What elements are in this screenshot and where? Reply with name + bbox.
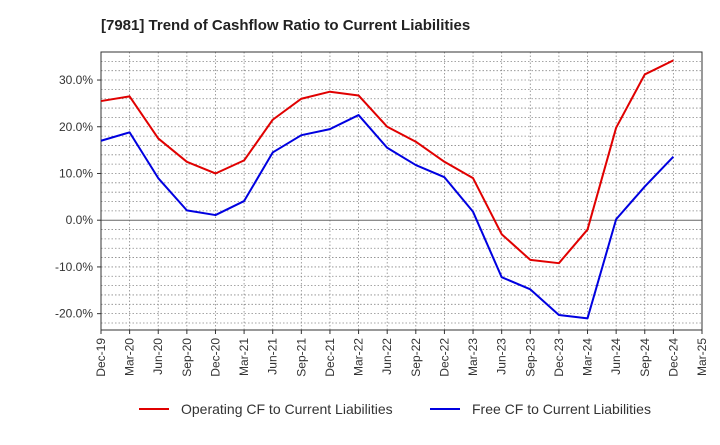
y-tick-label: 20.0% bbox=[59, 120, 93, 134]
y-tick-label: -10.0% bbox=[55, 260, 93, 274]
x-tick-label: Dec-19 bbox=[94, 338, 108, 377]
x-tick-label: Sep-23 bbox=[523, 338, 537, 377]
x-tick-label: Jun-20 bbox=[151, 338, 165, 375]
x-tick-label: Dec-22 bbox=[437, 338, 451, 377]
x-tick-label: Jun-24 bbox=[609, 338, 623, 375]
y-tick-label: -20.0% bbox=[55, 307, 93, 321]
x-tick-label: Dec-21 bbox=[323, 338, 337, 377]
x-tick-label: Mar-20 bbox=[123, 338, 137, 376]
legend-item-operating-cf-label: Operating CF to Current Liabilities bbox=[181, 401, 393, 417]
x-tick-label: Dec-20 bbox=[208, 338, 222, 377]
x-tick-label: Mar-24 bbox=[581, 338, 595, 376]
x-axis: Dec-19 Mar-20 Jun-20 Sep-20 Dec-20 Mar-21 Jun-… bbox=[94, 330, 709, 377]
x-tick-label: Sep-20 bbox=[180, 338, 194, 377]
x-tick-label: Dec-23 bbox=[552, 338, 566, 377]
y-tick-label: 10.0% bbox=[59, 166, 93, 180]
x-tick-label: Jun-23 bbox=[495, 338, 509, 375]
x-tick-label: Mar-23 bbox=[466, 338, 480, 376]
x-tick-label: Sep-21 bbox=[294, 338, 308, 377]
x-tick-label: Sep-24 bbox=[638, 338, 652, 377]
series-lines bbox=[100, 59, 675, 320]
y-tick-label: 30.0% bbox=[59, 73, 93, 87]
x-tick-label: Mar-21 bbox=[237, 338, 251, 376]
grid-lines bbox=[101, 52, 702, 330]
y-axis: 30.0% 20.0% 10.0% 0.0% -10.0% -20.0% bbox=[55, 73, 101, 321]
free-cf-series-line bbox=[100, 114, 675, 320]
operating-cf-series-line bbox=[100, 59, 674, 265]
legend-item-free-cf-label: Free CF to Current Liabilities bbox=[472, 401, 651, 417]
x-tick-label: Sep-22 bbox=[409, 338, 423, 377]
y-tick-label: 0.0% bbox=[66, 213, 94, 227]
legend: Operating CF to Current Liabilities Free … bbox=[139, 401, 651, 417]
x-tick-label: Jun-22 bbox=[380, 338, 394, 375]
plot-area-frame bbox=[100, 51, 703, 331]
x-tick-label: Dec-24 bbox=[666, 338, 680, 377]
chart-title: [7981] Trend of Cashflow Ratio to Curren… bbox=[101, 17, 470, 34]
x-tick-label: Mar-25 bbox=[695, 338, 709, 376]
x-tick-label: Mar-22 bbox=[352, 338, 366, 376]
x-tick-label: Jun-21 bbox=[266, 338, 280, 375]
